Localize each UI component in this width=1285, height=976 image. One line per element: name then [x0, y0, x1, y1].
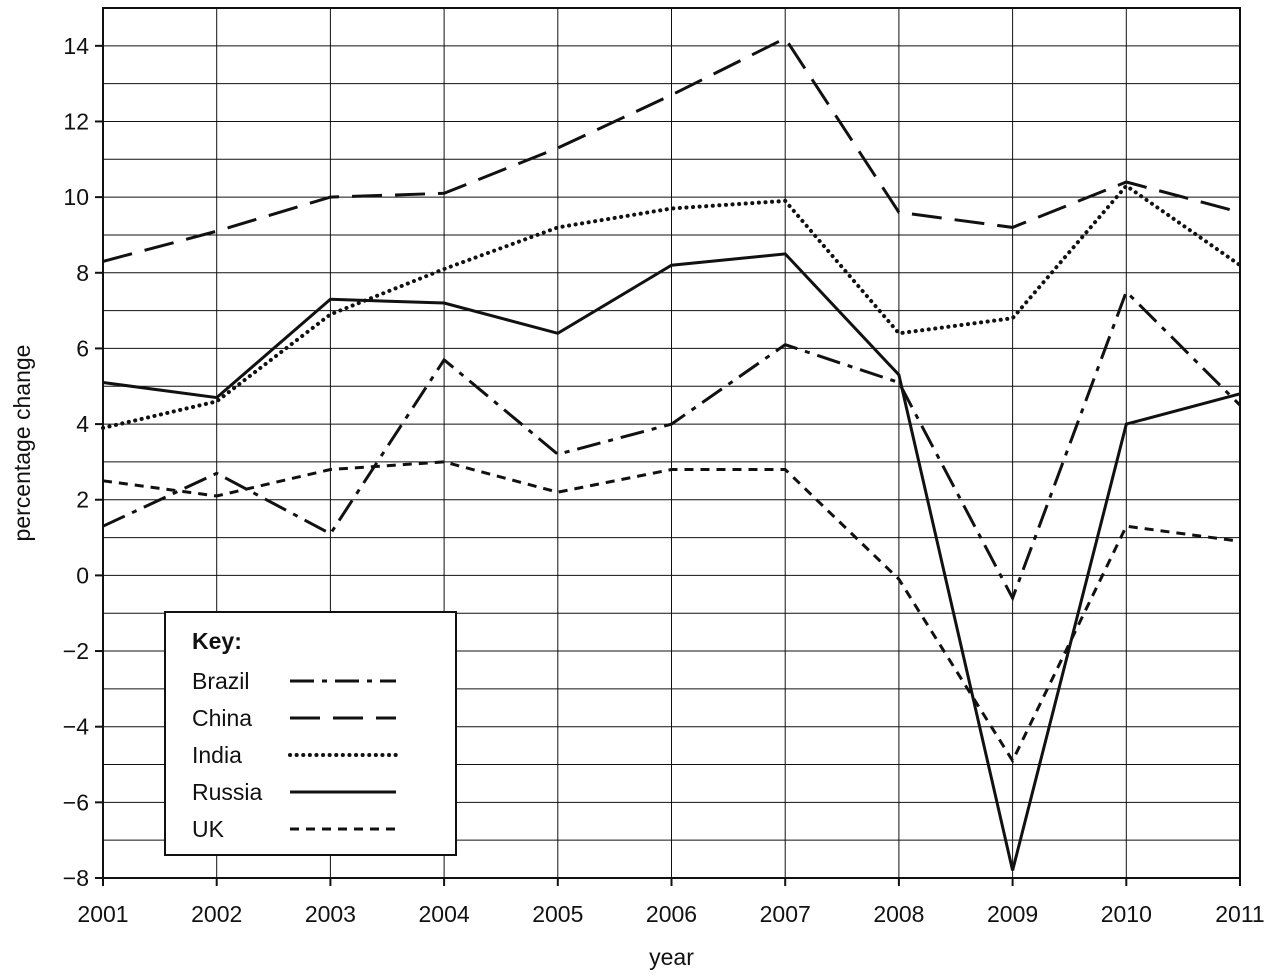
x-axis-label: year [649, 944, 694, 970]
y-tick-label: −2 [63, 638, 89, 664]
series-line-uk [102, 460, 1241, 764]
legend-box [164, 611, 457, 856]
y-tick-label: −8 [63, 865, 89, 891]
x-tick-label: 2010 [1101, 901, 1152, 927]
y-tick-label: 4 [76, 411, 89, 437]
x-tick-label: 2003 [305, 901, 356, 927]
y-tick-label: 14 [63, 33, 89, 59]
axis-ticks: −8 −6 −4 −2 0 2 4 6 8 10 12 14 2001 2002 2003 2004 2005 2… [63, 33, 1265, 927]
legend-label-india: India [192, 742, 242, 768]
series-line-russia [102, 252, 1241, 871]
x-tick-label: 2007 [760, 901, 811, 927]
x-tick-label: 2002 [191, 901, 242, 927]
legend-label-brazil: Brazil [192, 668, 250, 694]
legend-label-uk: UK [192, 816, 225, 842]
y-axis-label: percentage change [9, 345, 35, 542]
x-tick-label: 2009 [987, 901, 1038, 927]
series-line-china [102, 36, 1241, 263]
y-tick-label: −4 [63, 714, 89, 740]
x-tick-label: 2005 [532, 901, 583, 927]
y-tick-label: 6 [76, 335, 89, 361]
y-tick-label: 2 [76, 487, 89, 513]
y-tick-label: 8 [76, 260, 89, 286]
series-line-india [101, 183, 1242, 430]
y-tick-label: 10 [63, 184, 89, 210]
legend-title: Key: [192, 628, 242, 654]
plot-lines [101, 36, 1242, 871]
x-tick-label: 2008 [873, 901, 924, 927]
x-tick-label: 2001 [77, 901, 128, 927]
legend-label-russia: Russia [192, 779, 263, 805]
x-tick-label: 2004 [419, 901, 470, 927]
y-tick-label: 12 [63, 108, 89, 134]
legend-label-china: China [192, 705, 252, 731]
series-line-brazil [102, 288, 1242, 602]
legend-items: Brazil China India Russia UK [192, 668, 398, 842]
x-tick-label: 2006 [646, 901, 697, 927]
legend: Key: Brazil China India Russia UK [164, 611, 457, 856]
y-tick-label: 0 [76, 562, 89, 588]
y-tick-label: −6 [63, 789, 89, 815]
x-tick-label: 2011 [1215, 901, 1264, 927]
